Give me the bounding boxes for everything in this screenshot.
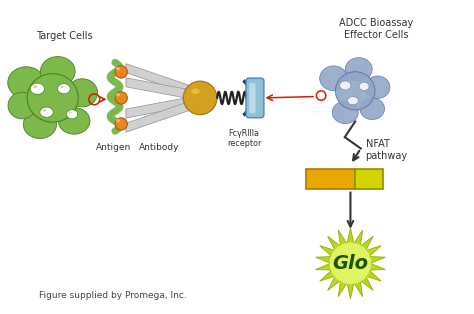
Circle shape bbox=[183, 81, 217, 115]
Ellipse shape bbox=[191, 89, 200, 94]
Ellipse shape bbox=[319, 66, 347, 91]
Ellipse shape bbox=[336, 72, 375, 110]
Ellipse shape bbox=[332, 101, 358, 124]
Ellipse shape bbox=[40, 107, 53, 117]
Ellipse shape bbox=[359, 82, 369, 90]
Text: FcγRIIIa
receptor: FcγRIIIa receptor bbox=[227, 129, 261, 149]
Ellipse shape bbox=[66, 110, 78, 119]
Ellipse shape bbox=[69, 111, 72, 114]
Text: Antigen: Antigen bbox=[96, 143, 131, 152]
Polygon shape bbox=[316, 228, 385, 299]
Ellipse shape bbox=[365, 76, 390, 99]
Ellipse shape bbox=[8, 92, 36, 119]
Circle shape bbox=[329, 242, 371, 284]
Ellipse shape bbox=[116, 67, 120, 70]
Polygon shape bbox=[126, 64, 192, 95]
FancyBboxPatch shape bbox=[306, 169, 355, 189]
Text: ADCC Bioassay
Effector Cells: ADCC Bioassay Effector Cells bbox=[339, 18, 413, 40]
Text: Target Cells: Target Cells bbox=[36, 31, 93, 41]
Text: NFAT
pathway: NFAT pathway bbox=[365, 139, 408, 161]
Ellipse shape bbox=[347, 97, 358, 105]
Ellipse shape bbox=[33, 85, 37, 88]
Ellipse shape bbox=[57, 84, 70, 94]
Ellipse shape bbox=[40, 57, 75, 86]
Ellipse shape bbox=[115, 118, 128, 130]
Ellipse shape bbox=[345, 57, 372, 81]
Ellipse shape bbox=[27, 74, 78, 122]
Ellipse shape bbox=[340, 81, 351, 90]
Polygon shape bbox=[126, 97, 192, 118]
Text: Antibody: Antibody bbox=[139, 143, 179, 152]
Ellipse shape bbox=[58, 108, 90, 134]
FancyBboxPatch shape bbox=[355, 169, 383, 189]
Text: Glo: Glo bbox=[332, 254, 368, 273]
Ellipse shape bbox=[116, 93, 120, 96]
Ellipse shape bbox=[30, 83, 45, 94]
Ellipse shape bbox=[43, 109, 46, 112]
Polygon shape bbox=[126, 78, 192, 99]
Ellipse shape bbox=[115, 92, 128, 104]
Ellipse shape bbox=[116, 119, 120, 122]
Ellipse shape bbox=[8, 67, 45, 98]
Ellipse shape bbox=[115, 66, 128, 78]
Text: Luc: Luc bbox=[360, 175, 378, 184]
Ellipse shape bbox=[23, 111, 56, 138]
Text: Figure supplied by Promega, Inc.: Figure supplied by Promega, Inc. bbox=[38, 291, 186, 300]
Text: NFAT-RE: NFAT-RE bbox=[310, 175, 351, 184]
Ellipse shape bbox=[60, 86, 64, 88]
FancyBboxPatch shape bbox=[246, 78, 264, 118]
Ellipse shape bbox=[67, 79, 98, 107]
FancyBboxPatch shape bbox=[249, 83, 255, 113]
Ellipse shape bbox=[360, 98, 384, 120]
Polygon shape bbox=[126, 100, 192, 132]
